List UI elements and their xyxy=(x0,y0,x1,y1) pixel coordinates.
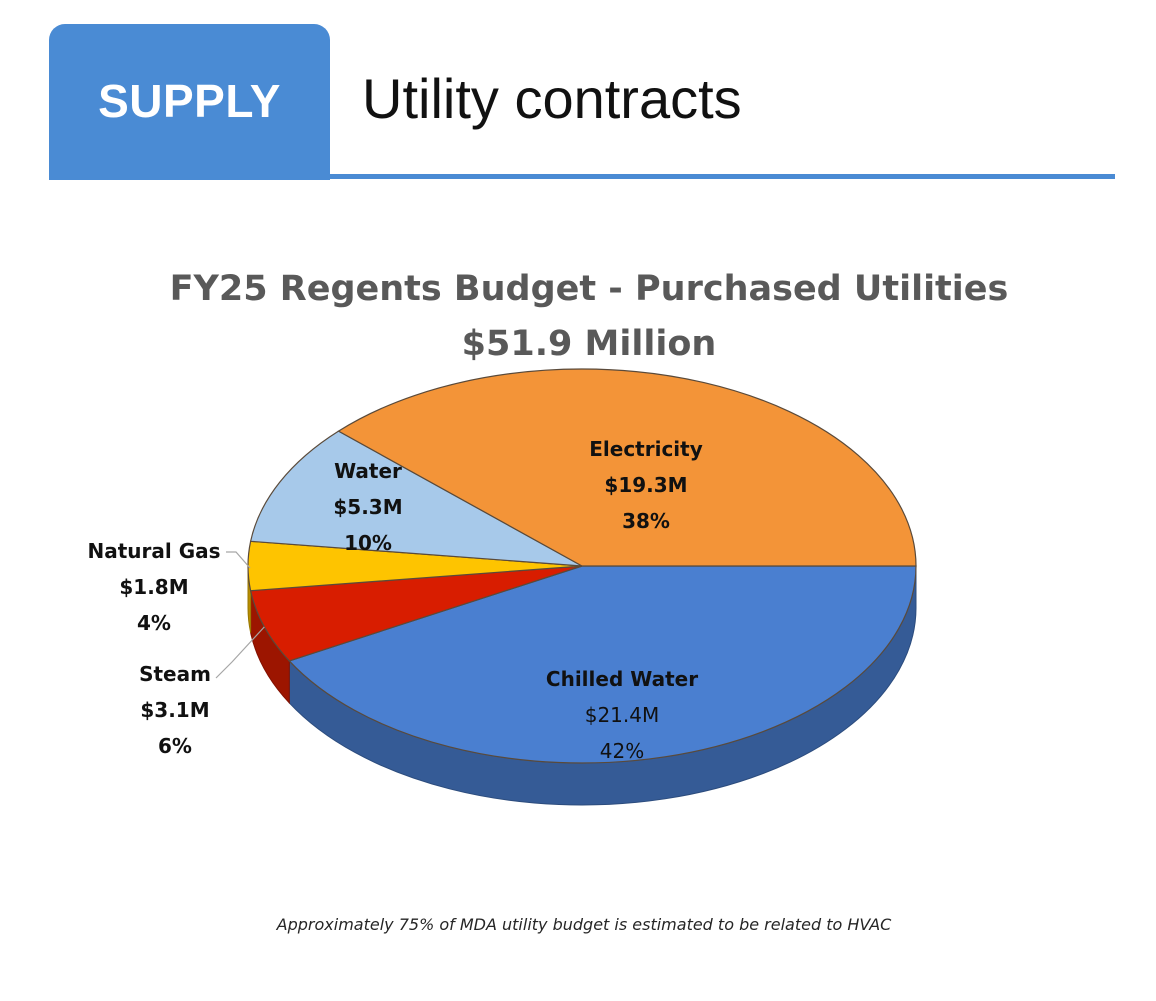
leader-line-natural-gas xyxy=(226,551,251,569)
label-electricity-name: Electricity xyxy=(589,437,703,461)
pie-slice-steam xyxy=(249,565,583,662)
label-steam-name: Steam xyxy=(139,662,211,686)
section-tab: SUPPLY xyxy=(49,24,330,180)
pie-slices xyxy=(247,368,917,764)
chart-title: FY25 Regents Budget - Purchased Utilitie… xyxy=(170,269,1009,309)
label-chilled-water-percent: 42% xyxy=(600,739,644,763)
label-steam-percent: 6% xyxy=(158,734,192,758)
label-natural-gas-percent: 4% xyxy=(137,611,171,635)
label-chilled-water-amount: $21.4M xyxy=(585,703,660,727)
label-chilled-water-name: Chilled Water xyxy=(546,667,698,691)
label-steam-amount: $3.1M xyxy=(140,698,209,722)
label-natural-gas-name: Natural Gas xyxy=(87,539,220,563)
chart-subtitle: $51.9 Million xyxy=(462,324,717,364)
label-electricity-amount: $19.3M xyxy=(604,473,687,497)
header-divider xyxy=(49,174,1115,179)
pie-slice-water xyxy=(249,430,583,567)
pie-slice-chilled-water xyxy=(288,565,917,764)
leader-lines xyxy=(215,551,265,679)
pie-slice-electricity xyxy=(337,368,917,567)
chart-footnote: Approximately 75% of MDA utility budget … xyxy=(276,915,893,934)
slide-title: Utility contracts xyxy=(362,67,742,130)
label-electricity-percent: 38% xyxy=(622,509,670,533)
label-natural-gas-amount: $1.8M xyxy=(119,575,188,599)
leader-line-steam xyxy=(215,626,265,679)
label-water-name: Water xyxy=(334,459,402,483)
section-tab-label: SUPPLY xyxy=(98,75,281,127)
label-water-percent: 10% xyxy=(344,531,392,555)
slice-labels: Chilled Water $21.4M 42% Steam $3.1M 6% Natura… xyxy=(87,437,702,763)
label-water-amount: $5.3M xyxy=(333,495,402,519)
